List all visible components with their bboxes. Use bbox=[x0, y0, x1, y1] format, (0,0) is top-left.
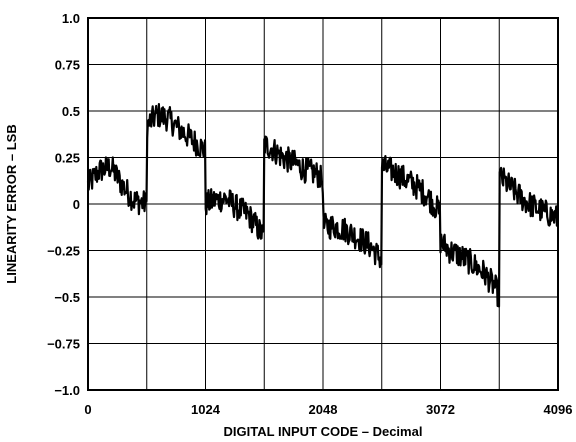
y-tick-label: 1.0 bbox=[62, 11, 80, 26]
linearity-error-line bbox=[86, 103, 559, 308]
x-axis-tick-labels: 0 1024 2048 3072 4096 bbox=[84, 402, 572, 417]
y-tick-label: −0.75 bbox=[47, 337, 80, 352]
x-tick-label: 0 bbox=[84, 402, 91, 417]
y-tick-label: 0.75 bbox=[55, 58, 80, 73]
x-tick-label: 2048 bbox=[309, 402, 338, 417]
y-axis-tick-labels: −1.0 −0.75 −0.5 −0.25 0 0.25 0.5 0.75 1.0 bbox=[47, 11, 80, 398]
y-tick-label: −0.5 bbox=[54, 290, 80, 305]
y-axis-title: LINEARITY ERROR – LSB bbox=[4, 124, 19, 283]
y-tick-label: 0 bbox=[73, 197, 80, 212]
y-tick-label: 0.25 bbox=[55, 151, 80, 166]
x-tick-label: 3072 bbox=[426, 402, 455, 417]
y-tick-label: −1.0 bbox=[54, 383, 80, 398]
x-tick-label: 4096 bbox=[544, 402, 573, 417]
plot-frame bbox=[87, 17, 559, 391]
y-tick-label: −0.25 bbox=[47, 244, 80, 259]
y-tick-label: 0.5 bbox=[62, 104, 80, 119]
x-axis-title: DIGITAL INPUT CODE – Decimal bbox=[224, 424, 423, 439]
x-tick-label: 1024 bbox=[191, 402, 221, 417]
